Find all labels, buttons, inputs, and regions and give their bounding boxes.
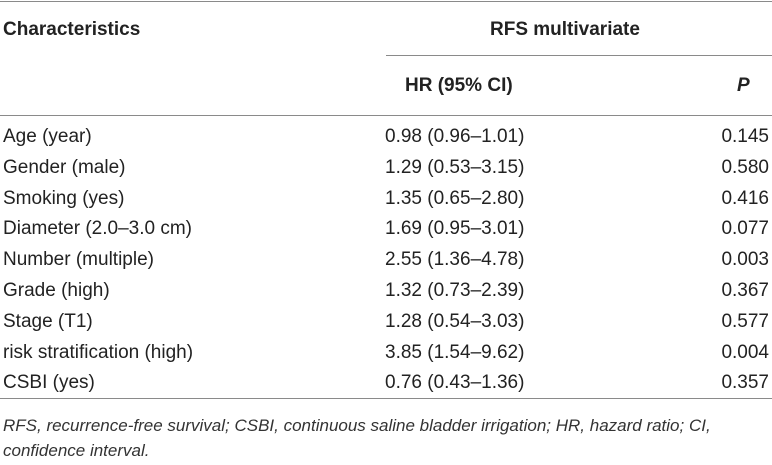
table-row: Gender (male) 1.29 (0.53–3.15) 0.580 xyxy=(0,153,772,184)
cell-characteristic: Smoking (yes) xyxy=(3,187,125,209)
cell-hr: 1.35 (0.65–2.80) xyxy=(385,187,525,209)
header-p-value: P xyxy=(737,75,750,96)
header-bottom-rule xyxy=(0,115,772,116)
table-body: Age (year) 0.98 (0.96–1.01) 0.145 Gender… xyxy=(0,122,772,399)
cell-p: 0.580 xyxy=(721,156,769,178)
cell-hr: 0.98 (0.96–1.01) xyxy=(385,126,525,147)
table-row: Number (multiple) 2.55 (1.36–4.78) 0.003 xyxy=(0,245,772,276)
cell-p: 0.416 xyxy=(721,187,769,209)
cell-characteristic: CSBI (yes) xyxy=(3,372,95,394)
table-row: Grade (high) 1.32 (0.73–2.39) 0.367 xyxy=(0,276,772,307)
cell-p: 0.367 xyxy=(721,279,769,301)
cell-p: 0.145 xyxy=(721,126,769,147)
header-hr-ci: HR (95% CI) xyxy=(405,75,513,96)
table-row: Smoking (yes) 1.35 (0.65–2.80) 0.416 xyxy=(0,184,772,215)
cell-characteristic: Grade (high) xyxy=(3,279,110,301)
cell-characteristic: Stage (T1) xyxy=(3,310,93,332)
header-characteristics: Characteristics xyxy=(3,19,141,40)
cell-hr: 1.28 (0.54–3.03) xyxy=(385,310,525,332)
table-row: Diameter (2.0–3.0 cm) 1.69 (0.95–3.01) 0… xyxy=(0,214,772,245)
cell-hr: 3.85 (1.54–9.62) xyxy=(385,341,525,363)
table-row: CSBI (yes) 0.76 (0.43–1.36) 0.357 xyxy=(0,368,772,399)
cell-characteristic: Diameter (2.0–3.0 cm) xyxy=(3,218,193,240)
table-footnote: RFS, recurrence-free survival; CSBI, con… xyxy=(3,416,711,460)
table-row: Age (year) 0.98 (0.96–1.01) 0.145 xyxy=(0,122,772,153)
table-bottom-rule xyxy=(0,398,772,399)
cell-p: 0.577 xyxy=(721,310,769,332)
header-group-rule xyxy=(386,55,772,56)
cell-hr: 1.69 (0.95–3.01) xyxy=(385,218,525,240)
cell-hr: 1.32 (0.73–2.39) xyxy=(385,279,525,301)
cell-p: 0.357 xyxy=(721,372,769,394)
header-rfs-multivariate: RFS multivariate xyxy=(490,19,640,40)
cell-characteristic: Age (year) xyxy=(3,126,92,147)
table-row: Stage (T1) 1.28 (0.54–3.03) 0.577 xyxy=(0,307,772,338)
cell-p: 0.077 xyxy=(721,218,769,240)
cell-characteristic: risk stratification (high) xyxy=(3,341,194,363)
cell-hr: 1.29 (0.53–3.15) xyxy=(385,156,525,178)
cell-characteristic: Gender (male) xyxy=(3,156,126,178)
cell-hr: 0.76 (0.43–1.36) xyxy=(385,372,525,394)
cell-hr: 2.55 (1.36–4.78) xyxy=(385,249,525,271)
cell-p: 0.003 xyxy=(721,249,769,271)
table-row: risk stratification (high) 3.85 (1.54–9.… xyxy=(0,338,772,369)
cell-characteristic: Number (multiple) xyxy=(3,249,154,271)
table-top-rule xyxy=(0,1,772,2)
cell-p: 0.004 xyxy=(721,341,769,363)
